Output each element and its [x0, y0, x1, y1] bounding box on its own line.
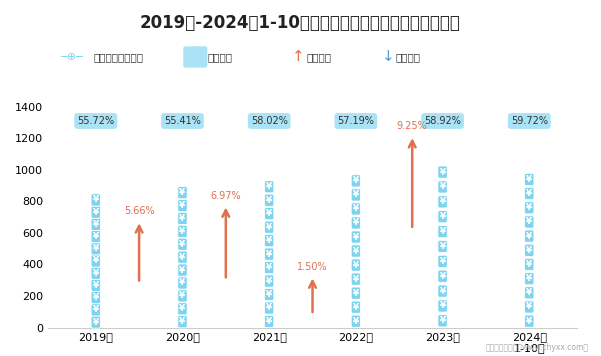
Text: ¥: ¥ — [353, 317, 359, 326]
Text: ¥: ¥ — [266, 196, 272, 205]
Text: 6.97%: 6.97% — [210, 190, 241, 201]
Text: ¥: ¥ — [439, 287, 445, 295]
Text: ¥: ¥ — [439, 197, 445, 206]
Text: ¥: ¥ — [353, 274, 359, 284]
Text: ¥: ¥ — [266, 250, 272, 258]
Text: ¥: ¥ — [180, 278, 186, 288]
Text: ¥: ¥ — [266, 182, 272, 191]
Text: 57.19%: 57.19% — [337, 116, 374, 126]
Text: ¥: ¥ — [526, 303, 532, 312]
Text: ¥: ¥ — [266, 236, 272, 245]
Text: ¥: ¥ — [439, 272, 445, 281]
Text: ¥: ¥ — [439, 257, 445, 266]
Text: ¥: ¥ — [353, 303, 359, 312]
Text: 寿险占比: 寿险占比 — [207, 52, 233, 62]
Text: ¥: ¥ — [180, 317, 186, 326]
Text: 同比增加: 同比增加 — [307, 52, 332, 62]
Text: ¥: ¥ — [93, 232, 99, 241]
Text: ¥: ¥ — [93, 281, 99, 290]
Text: ¥: ¥ — [180, 227, 186, 236]
Text: ↓: ↓ — [382, 49, 394, 64]
Text: ↑: ↑ — [291, 49, 304, 64]
Text: ¥: ¥ — [439, 227, 445, 236]
Text: ¥: ¥ — [439, 183, 445, 192]
Text: 58.92%: 58.92% — [424, 116, 461, 126]
Text: ¥: ¥ — [353, 247, 359, 256]
Text: ¥: ¥ — [180, 188, 186, 197]
Text: 2019年-2024年1-10月山西省累计原保险保费收入统计图: 2019年-2024年1-10月山西省累计原保险保费收入统计图 — [140, 14, 461, 32]
Text: ¥: ¥ — [180, 253, 186, 262]
Text: ¥: ¥ — [180, 240, 186, 249]
Text: 9.25%: 9.25% — [397, 121, 427, 131]
Text: ¥: ¥ — [93, 305, 99, 314]
Text: ¥: ¥ — [180, 214, 186, 223]
Text: ¥: ¥ — [93, 208, 99, 217]
Text: ¥: ¥ — [266, 209, 272, 218]
Text: ¥: ¥ — [180, 201, 186, 210]
Text: ¥: ¥ — [266, 263, 272, 272]
Text: 58.02%: 58.02% — [251, 116, 288, 126]
Text: 59.72%: 59.72% — [511, 116, 548, 126]
Text: ¥: ¥ — [439, 212, 445, 221]
Text: ¥: ¥ — [93, 293, 99, 302]
Text: ¥: ¥ — [180, 266, 186, 274]
Text: ¥: ¥ — [439, 168, 445, 177]
Text: 55.41%: 55.41% — [164, 116, 201, 126]
Text: ¥: ¥ — [93, 220, 99, 229]
Text: ¥: ¥ — [439, 316, 445, 325]
Text: ¥: ¥ — [526, 260, 532, 269]
Text: ¥: ¥ — [526, 203, 532, 212]
Text: ¥: ¥ — [353, 177, 359, 185]
Text: ¥: ¥ — [266, 277, 272, 286]
Text: ¥: ¥ — [266, 290, 272, 299]
Text: ¥: ¥ — [93, 244, 99, 253]
Text: ¥: ¥ — [353, 232, 359, 241]
Text: ¥: ¥ — [526, 189, 532, 198]
Text: ¥: ¥ — [93, 195, 99, 204]
Text: ¥: ¥ — [353, 219, 359, 227]
Text: ¥: ¥ — [526, 218, 532, 226]
Text: ¥: ¥ — [266, 317, 272, 326]
Text: 制图：智研咨询（www.chyxx.com）: 制图：智研咨询（www.chyxx.com） — [486, 344, 589, 352]
Text: ¥: ¥ — [439, 302, 445, 310]
Text: ¥: ¥ — [93, 318, 99, 326]
Text: 累计保费（亿元）: 累计保费（亿元） — [93, 52, 143, 62]
Text: ¥: ¥ — [180, 304, 186, 313]
Text: ¥: ¥ — [526, 232, 532, 241]
Text: ¥: ¥ — [526, 246, 532, 255]
Text: ¥: ¥ — [266, 222, 272, 232]
Text: ¥: ¥ — [266, 304, 272, 313]
Text: ¥: ¥ — [93, 256, 99, 266]
Text: ─⊕─: ─⊕─ — [60, 52, 83, 62]
Text: ¥: ¥ — [353, 190, 359, 199]
Text: 1.50%: 1.50% — [297, 262, 328, 272]
Text: ¥: ¥ — [526, 175, 532, 184]
Text: 55.72%: 55.72% — [77, 116, 114, 126]
Text: ¥: ¥ — [353, 289, 359, 298]
Text: ¥: ¥ — [526, 316, 532, 326]
Text: 同比减少: 同比减少 — [395, 52, 421, 62]
Text: ¥: ¥ — [353, 261, 359, 269]
Text: ¥: ¥ — [439, 242, 445, 251]
Text: ¥: ¥ — [526, 288, 532, 297]
Text: ¥: ¥ — [180, 292, 186, 300]
Text: 5.66%: 5.66% — [124, 206, 154, 216]
Text: ¥: ¥ — [93, 269, 99, 278]
Text: ¥: ¥ — [353, 204, 359, 214]
Text: ¥: ¥ — [526, 274, 532, 283]
